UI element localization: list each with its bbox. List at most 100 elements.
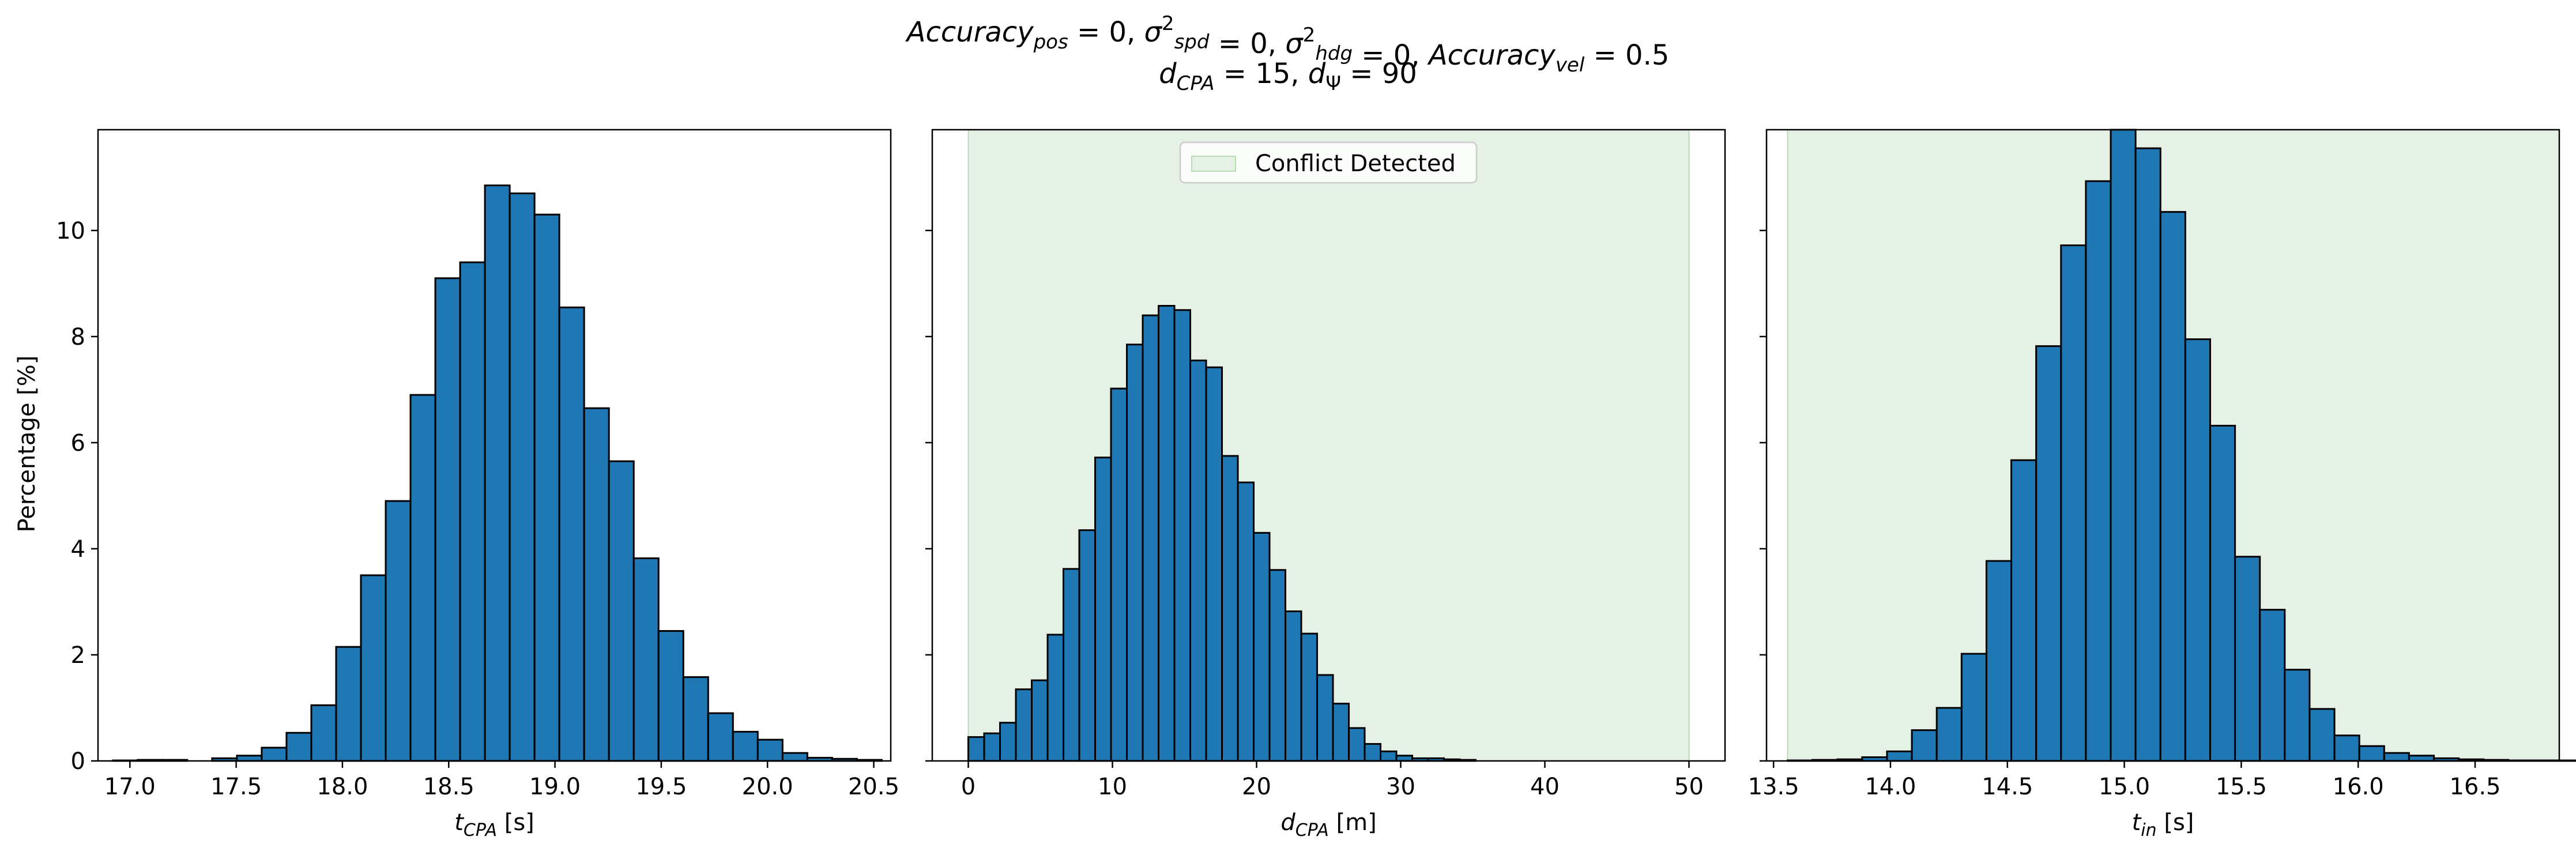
- y-axis-label: Percentage [%]: [14, 356, 40, 533]
- histogram-bar: [2308, 708, 2336, 762]
- histogram-bar: [261, 747, 288, 762]
- histogram-bar: [2209, 424, 2236, 762]
- y-tick-label: 0: [71, 748, 85, 775]
- histogram-bar: [1364, 743, 1381, 762]
- x-tick-label: 30: [1386, 774, 1415, 800]
- x-tick-label: 19.5: [635, 774, 687, 800]
- x-tick-label: 18.5: [423, 774, 474, 800]
- axes-frame: [1765, 129, 2560, 762]
- histogram-bar: [2159, 211, 2186, 762]
- x-tick-label: 16.5: [2449, 774, 2500, 800]
- x-tick-label: 17.0: [104, 774, 156, 800]
- subplot-1: 17.0 17.5 18.0 18.5 19.0 19.5 20.0 20.5 0 2 4 6 8 10 t…: [56, 129, 899, 840]
- histogram-bar: [1205, 366, 1223, 762]
- legend-label: Conflict Detected: [1255, 150, 1456, 177]
- histogram-bar: [2284, 669, 2311, 762]
- histogram-bar: [2134, 147, 2161, 762]
- x-tick-label: 15.0: [2099, 774, 2150, 800]
- x-axis-label: tCPA [s]: [454, 809, 534, 840]
- x-tick-label: 19.0: [529, 774, 581, 800]
- histogram-bar: [1316, 674, 1334, 762]
- y-tick-label: 2: [71, 642, 85, 669]
- histogram-bar: [1395, 755, 1413, 762]
- histogram-bar: [335, 646, 362, 762]
- histogram-bar: [781, 752, 808, 762]
- x-axis-label: dCPA [m]: [1281, 809, 1376, 840]
- histogram-bar: [533, 213, 560, 762]
- y-tick-label: 4: [71, 536, 85, 563]
- legend-swatch: [1191, 156, 1236, 172]
- legend-box: [1179, 141, 1478, 184]
- x-tick-label: 0: [961, 774, 976, 800]
- x-tick-label: 16.0: [2333, 774, 2384, 800]
- histogram-bar: [285, 732, 312, 762]
- histogram-bar: [236, 755, 263, 762]
- histogram-bar: [967, 736, 985, 762]
- subplot-panels: 17.0 17.5 18.0 18.5 19.0 19.5 20.0 20.5 0 2 4 6 8 10 t…: [56, 129, 2576, 840]
- histogram-bar: [583, 407, 610, 762]
- histogram-bar: [409, 394, 436, 762]
- axes-frame: [97, 129, 892, 762]
- histogram-bar: [2085, 180, 2112, 762]
- histogram-bar: [707, 712, 734, 762]
- histogram-bar: [1253, 531, 1271, 762]
- figure-title-line1: Accuracypos = 0, σ2spd = 0, σ2hdg = 0, A…: [905, 12, 1670, 77]
- histogram-bar: [1173, 309, 1191, 762]
- histogram-bar: [2383, 752, 2410, 762]
- x-tick-label: 14.0: [1865, 774, 1916, 800]
- histogram-bar: [632, 557, 660, 762]
- histogram-bar: [756, 738, 784, 762]
- histogram-bar: [2110, 129, 2137, 762]
- x-tick-label: 17.5: [210, 774, 262, 800]
- histogram-bar: [434, 277, 461, 762]
- histogram-bar: [1300, 632, 1318, 762]
- x-tick-label: 50: [1674, 774, 1704, 800]
- x-tick-label: 14.5: [1982, 774, 2033, 800]
- histogram-bar: [1189, 359, 1207, 762]
- histogram-bar: [1110, 387, 1128, 762]
- histogram-bar: [1960, 653, 1987, 762]
- histogram-bar: [360, 574, 387, 762]
- histogram-bar: [1031, 679, 1049, 762]
- histogram-bar: [484, 184, 511, 762]
- histogram-bar: [1078, 529, 1096, 762]
- histogram-bar: [1046, 634, 1064, 762]
- x-tick-label: 20.5: [848, 774, 899, 800]
- histogram-bar: [1158, 304, 1176, 762]
- histogram-bar: [999, 722, 1017, 762]
- x-tick-label: 13.5: [1748, 774, 1799, 800]
- histogram-bar: [2333, 734, 2360, 762]
- x-tick-label: 20: [1242, 774, 1271, 800]
- x-tick-label: 10: [1098, 774, 1127, 800]
- histogram-bar: [2234, 556, 2261, 762]
- histogram-bar: [1221, 455, 1239, 762]
- histogram-bar: [2010, 459, 2038, 762]
- histogram-bar: [1063, 568, 1080, 762]
- histogram-bar: [2408, 755, 2435, 762]
- x-tick-label: 40: [1530, 774, 1560, 800]
- histogram-bar: [2035, 345, 2062, 762]
- histogram-bar: [1237, 481, 1255, 762]
- histogram-bar: [1126, 344, 1144, 762]
- histogram-bar: [1285, 610, 1302, 762]
- histogram-bar: [1332, 703, 1350, 762]
- histogram-bar: [2259, 609, 2286, 762]
- y-tick-label: 6: [71, 430, 85, 457]
- histogram-bar: [2184, 338, 2211, 762]
- histogram-bar: [1985, 560, 2013, 762]
- histogram-bar: [385, 500, 412, 762]
- histogram-bar: [558, 306, 585, 762]
- histogram-bar: [1015, 688, 1033, 762]
- histogram-bar: [2358, 745, 2385, 762]
- histogram-bar: [1268, 569, 1286, 762]
- y-tick-label: 8: [71, 324, 85, 350]
- x-tick-label: 15.5: [2216, 774, 2267, 800]
- histogram-bar: [2060, 244, 2087, 762]
- x-tick-label: 20.0: [742, 774, 793, 800]
- histogram-bar: [2557, 759, 2576, 762]
- histogram-bar: [1094, 457, 1112, 762]
- histogram-bar: [1348, 727, 1366, 762]
- histogram-bar: [682, 676, 709, 762]
- histogram-bar: [1380, 750, 1398, 762]
